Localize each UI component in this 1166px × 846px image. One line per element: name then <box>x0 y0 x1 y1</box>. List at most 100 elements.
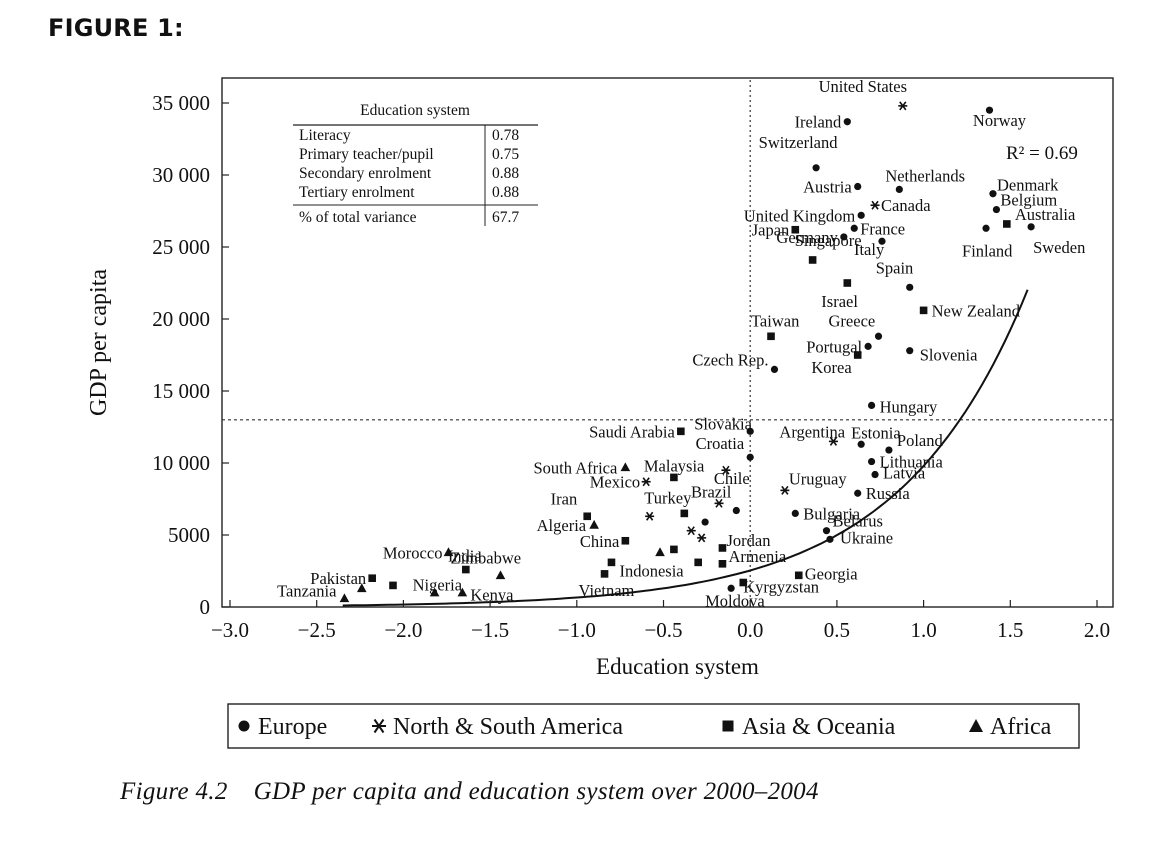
x-tick-label: 0.0 <box>737 618 763 642</box>
point-asia-oceania <box>808 256 817 264</box>
inset-row-label: Literacy <box>299 127 351 144</box>
point-label: Denmark <box>997 176 1059 195</box>
point-label: Indonesia <box>619 561 684 580</box>
point-africa <box>356 583 367 593</box>
point-europe <box>982 224 990 232</box>
point-label: Croatia <box>696 434 745 453</box>
legend-box <box>227 703 1080 749</box>
x-tick-label: 2.0 <box>1084 618 1110 642</box>
point-europe <box>985 106 994 114</box>
y-tick-label: 25 000 <box>152 235 210 259</box>
point-label: Austria <box>803 178 852 197</box>
data-points: Ireland Norway Switzerland Austria Netherlan… <box>277 77 1085 610</box>
legend-label: Africa <box>990 714 1052 740</box>
point-asia-oceania <box>718 560 727 568</box>
y-tick-label: 15 000 <box>152 379 210 403</box>
point-europe <box>906 347 914 355</box>
point-label: Singapore <box>795 231 862 250</box>
x-tick-label: 1.5 <box>997 618 1023 642</box>
point-label: Australia <box>1015 205 1076 224</box>
legend: Europe North & South America Asia & Oceani… <box>227 703 1080 749</box>
point-label: Iran <box>551 489 578 508</box>
point-asia-oceania <box>791 225 800 234</box>
point-europe <box>840 233 848 241</box>
trend-curve: R² = 0.69 <box>342 143 1078 607</box>
y-tick-label: 0 <box>200 595 211 619</box>
legend-marker-square <box>722 720 734 732</box>
point-label: Ukraine <box>840 528 893 547</box>
point-label: Poland <box>897 431 944 450</box>
y-axis-label: GDP per capita <box>86 269 112 416</box>
inset-row-value: 0.88 <box>492 165 519 182</box>
star-arm <box>715 498 723 508</box>
point-label: Taiwan <box>751 311 799 330</box>
point-europe <box>874 332 883 340</box>
point-africa <box>620 462 631 472</box>
point-label: Hungary <box>880 397 938 416</box>
plot-border <box>221 77 1114 608</box>
point-asia-oceania <box>583 512 592 521</box>
point-americas <box>828 436 838 446</box>
y-tick-label: 35 000 <box>152 91 210 115</box>
point-asia-oceania <box>607 558 616 567</box>
point-label: Estonia <box>851 423 901 442</box>
point-label: Spain <box>876 258 914 277</box>
y-tick-label: 10 000 <box>152 451 210 475</box>
point-europe <box>992 205 1001 214</box>
x-tick-label: 0.5 <box>824 618 850 642</box>
point-europe <box>732 506 740 515</box>
inset-row-value: 0.88 <box>492 184 519 201</box>
point-label: Israel <box>821 292 858 311</box>
point-label: Turkey <box>644 488 692 507</box>
point-europe <box>727 584 735 592</box>
point-label: Belarus <box>832 512 882 531</box>
point-label: Jordan <box>726 531 770 550</box>
star-arm <box>871 200 879 210</box>
point-africa <box>589 519 599 529</box>
point-europe <box>770 365 779 373</box>
legend-label: Asia & Oceania <box>742 714 896 740</box>
point-americas <box>697 533 707 543</box>
star-arm <box>722 465 730 475</box>
inset-row-label: Primary teacher/pupil <box>299 146 434 163</box>
point-label: United States <box>819 77 907 96</box>
star-arm <box>373 718 385 734</box>
point-label: Netherlands <box>885 166 965 185</box>
point-asia-oceania <box>389 581 397 590</box>
inset-row-value: 0.78 <box>492 127 519 144</box>
legend-marker-circle <box>238 720 250 732</box>
star-arm <box>642 477 650 487</box>
point-europe <box>857 440 865 448</box>
point-label: United Kingdom <box>744 206 856 225</box>
x-tick-label: −3.0 <box>211 618 249 642</box>
point-americas <box>780 485 790 495</box>
legend-label: Europe <box>258 714 327 740</box>
y-tick-label: 20 000 <box>152 307 210 331</box>
point-label: Greece <box>829 311 876 330</box>
point-label: Bulgaria <box>803 504 860 523</box>
point-label: Algeria <box>537 516 587 535</box>
caption-number: Figure 4.2 <box>120 778 228 805</box>
point-label: India <box>448 547 483 566</box>
point-label: Korea <box>811 358 852 377</box>
inset-title: Education system <box>360 102 470 119</box>
point-asia-oceania <box>853 351 862 359</box>
point-americas <box>898 101 908 111</box>
point-label: Saudi Arabia <box>589 422 675 441</box>
point-label: Russia <box>866 484 911 503</box>
point-label: Malaysia <box>644 456 705 475</box>
point-europe <box>850 224 858 232</box>
point-label: Chile <box>714 469 750 488</box>
figure-heading: FIGURE 1: <box>48 14 184 42</box>
caption-text: GDP per capita and education system over… <box>253 778 819 805</box>
point-label: Morocco <box>383 543 443 562</box>
point-europe <box>885 446 893 454</box>
y-tick-label: 30 000 <box>152 163 210 187</box>
inset-row-label: Tertiary enrolment <box>299 184 415 201</box>
trend-line <box>342 289 1029 607</box>
point-label: Czech Rep. <box>692 350 768 369</box>
x-tick-label: −0.5 <box>644 618 682 642</box>
point-africa <box>339 593 350 603</box>
reference-lines <box>222 80 1113 607</box>
